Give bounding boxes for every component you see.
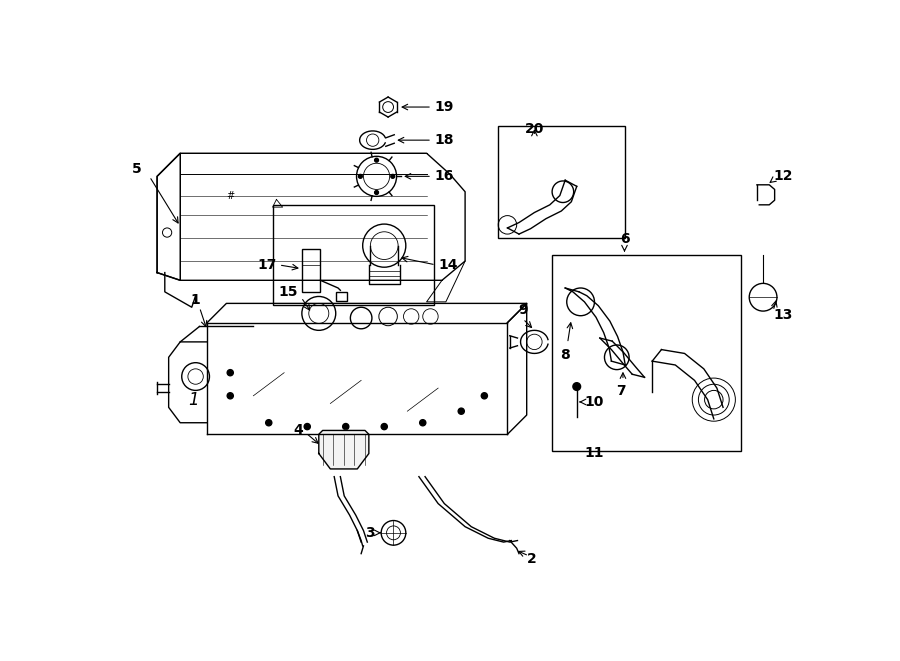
Bar [302,249,320,292]
Text: 18: 18 [435,133,454,147]
Circle shape [374,190,379,194]
Circle shape [343,424,349,430]
Circle shape [227,369,233,375]
Text: 2: 2 [526,552,536,566]
Text: 15: 15 [278,285,298,299]
Text: 14: 14 [438,258,458,272]
Circle shape [358,175,363,178]
Text: 17: 17 [257,258,276,272]
Text: 9: 9 [518,303,527,317]
Circle shape [382,424,387,430]
Circle shape [391,175,394,178]
Text: 11: 11 [584,446,603,460]
Circle shape [419,420,426,426]
Text: 3: 3 [365,526,375,540]
Text: 12: 12 [773,169,793,183]
Text: 20: 20 [525,122,544,136]
Text: 8: 8 [561,348,570,362]
Text: 4: 4 [293,424,303,438]
Text: 10: 10 [584,395,604,409]
Bar [336,292,347,301]
Circle shape [573,383,580,391]
Text: 6: 6 [620,231,629,246]
Circle shape [374,158,379,162]
Polygon shape [319,430,369,469]
Text: 16: 16 [435,169,454,183]
Text: 1: 1 [191,293,201,307]
Circle shape [304,424,310,430]
Circle shape [266,420,272,426]
Bar [273,205,435,305]
Text: 13: 13 [773,308,793,322]
Bar [499,126,625,238]
Text: 19: 19 [435,100,454,114]
Text: #: # [226,190,234,200]
Bar [552,255,741,451]
Circle shape [227,393,233,399]
Circle shape [458,408,464,414]
Text: 5: 5 [131,162,141,176]
Text: 7: 7 [616,384,626,398]
Text: 1: 1 [188,391,199,408]
Circle shape [482,393,488,399]
